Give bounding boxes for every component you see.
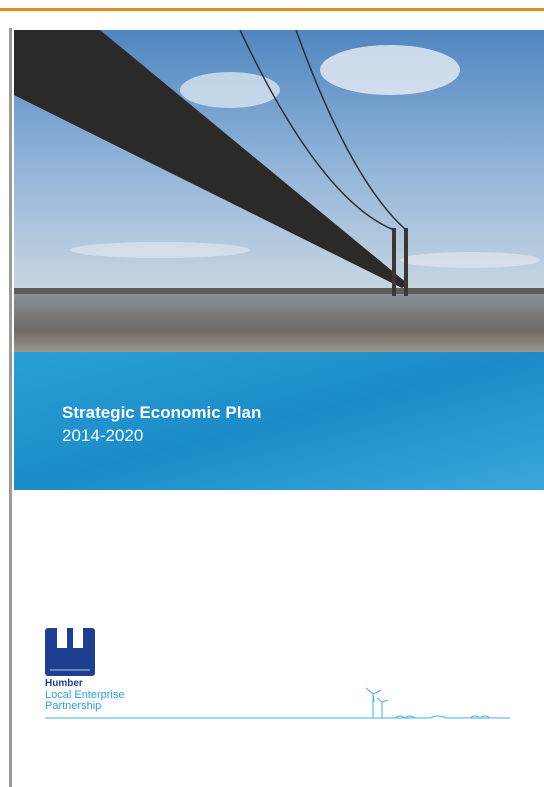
bridge-cable (295, 29, 407, 231)
logo-h-gap (57, 628, 67, 648)
logo-mark (45, 628, 95, 676)
logo-line: Partnership (45, 700, 101, 712)
bridge-tower (404, 228, 408, 296)
cover-image: Strategic Economic Plan 2014-2020 (14, 29, 544, 490)
bridge-deck (14, 30, 408, 288)
cloud (320, 45, 460, 95)
top-rule (0, 8, 544, 11)
river (14, 294, 544, 354)
logo-line: Local Enterprise (45, 689, 125, 701)
logo-h-gap (73, 628, 83, 648)
baseline-rule (45, 715, 510, 719)
cloud (400, 252, 540, 268)
cover-title: Strategic Economic Plan (62, 403, 261, 422)
logo: Humber Local Enterprise Partnership (45, 628, 125, 712)
wind-turbines (365, 687, 491, 719)
cloud (180, 72, 280, 108)
bridge-cable (239, 29, 395, 231)
cloud (70, 242, 250, 258)
page-edge (9, 28, 12, 787)
bridge-tower (392, 228, 396, 296)
blue-band (14, 352, 544, 490)
logo-name: Humber (45, 678, 83, 689)
cover-subtitle: 2014-2020 (62, 426, 143, 445)
far-shore (14, 288, 544, 294)
